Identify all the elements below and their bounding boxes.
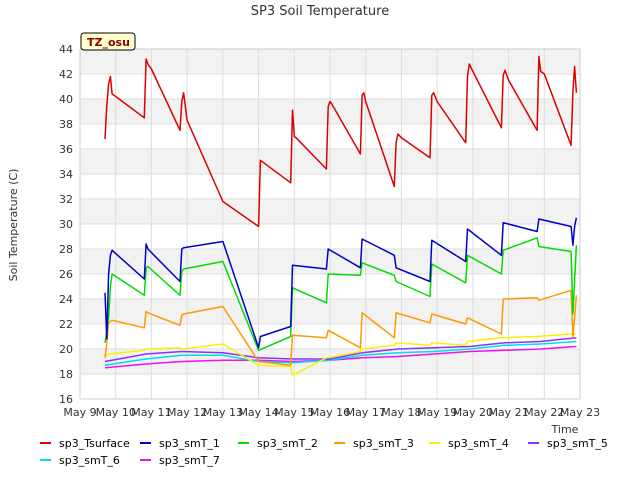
legend-label: sp3_smT_2 [257, 437, 318, 450]
x-tick-label: May 15 [274, 406, 314, 419]
y-tick-label: 40 [59, 93, 73, 106]
series-line-sp3_smT_2 [104, 237, 578, 352]
legend-label: sp3_smT_6 [59, 454, 120, 467]
legend-label: sp3_Tsurface [59, 437, 130, 450]
x-tick-label: May 21 [488, 406, 528, 419]
series-layer [104, 55, 578, 377]
legend-label: sp3_smT_1 [159, 437, 220, 450]
x-tick-label: May 18 [381, 406, 421, 419]
x-tick-label: May 17 [346, 406, 386, 419]
tz-badge-label: TZ_osu [87, 36, 130, 49]
y-tick-label: 28 [59, 243, 73, 256]
y-tick-label: 16 [59, 393, 73, 406]
series-line-sp3_smT_1 [104, 217, 578, 349]
legend: sp3_Tsurface sp3_smT_1 sp3_smT_2 sp3_smT_3 s… [40, 437, 608, 467]
y-tick-label: 32 [59, 193, 73, 206]
legend-label: sp3_smT_7 [159, 454, 220, 467]
series-line-sp3_smT_5 [104, 337, 577, 363]
series-line-sp3_smT_3 [104, 289, 578, 367]
x-tick-label: May 22 [524, 406, 564, 419]
y-axis-ticks: 16 18 20 22 24 26 28 30 32 34 36 38 40 42 44 [59, 43, 73, 406]
x-axis-label: Time [551, 423, 579, 436]
x-tick-label: May 16 [310, 406, 350, 419]
series-line-sp3_smT_7 [104, 345, 577, 369]
legend-label: sp3_smT_5 [547, 437, 608, 450]
x-tick-label: May 12 [167, 406, 207, 419]
y-tick-label: 24 [59, 293, 73, 306]
series-line-sp3_Tsurface [104, 55, 578, 228]
x-tick-label: May 11 [131, 406, 171, 419]
chart-title: SP3 Soil Temperature [251, 4, 389, 19]
y-tick-label: 34 [59, 168, 73, 181]
x-tick-label: May 10 [96, 406, 136, 419]
y-axis-label: Soil Temperature (C) [7, 169, 20, 282]
y-tick-label: 30 [59, 218, 73, 231]
x-tick-label: May 13 [203, 406, 243, 419]
y-tick-label: 36 [59, 143, 73, 156]
y-tick-label: 44 [59, 43, 73, 56]
plot-area [79, 48, 581, 400]
x-tick-label: May 20 [453, 406, 493, 419]
y-tick-label: 22 [59, 318, 73, 331]
x-tick-label: May 19 [417, 406, 457, 419]
plot-frame [79, 48, 581, 400]
tz-badge: TZ_osu [80, 32, 136, 51]
y-tick-label: 20 [59, 343, 73, 356]
y-tick-label: 42 [59, 68, 73, 81]
series-line-sp3_smT_6 [104, 340, 577, 367]
x-tick-label: May 14 [238, 406, 278, 419]
y-tick-label: 18 [59, 368, 73, 381]
legend-label: sp3_smT_4 [448, 437, 509, 450]
legend-label: sp3_smT_3 [353, 437, 414, 450]
x-tick-label: May 23 [560, 406, 600, 419]
y-tick-label: 26 [59, 268, 73, 281]
series-line-sp3_smT_4 [104, 333, 577, 377]
x-tick-label: May 9 [63, 406, 96, 419]
y-tick-label: 38 [59, 118, 73, 131]
